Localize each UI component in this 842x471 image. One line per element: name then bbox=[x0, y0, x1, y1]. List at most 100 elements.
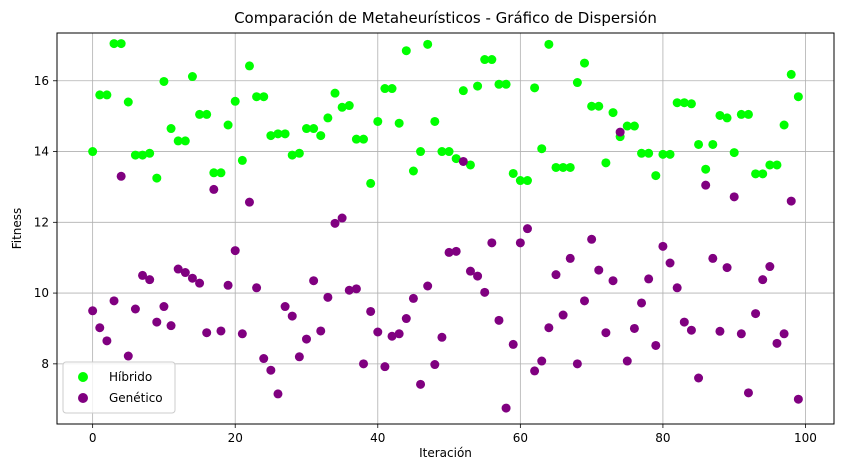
data-point-genetico bbox=[701, 180, 711, 190]
data-point-genetico bbox=[765, 262, 775, 272]
data-point-genetico bbox=[758, 275, 768, 285]
data-point-hibrido bbox=[123, 97, 133, 107]
data-point-hibrido bbox=[273, 129, 283, 139]
data-point-genetico bbox=[423, 281, 433, 291]
data-point-genetico bbox=[109, 296, 119, 306]
data-point-genetico bbox=[145, 275, 155, 285]
data-point-genetico bbox=[387, 331, 397, 341]
data-point-hibrido bbox=[252, 92, 262, 102]
data-point-hibrido bbox=[316, 131, 326, 141]
data-point-genetico bbox=[330, 218, 340, 228]
data-point-genetico bbox=[544, 323, 554, 333]
data-point-genetico bbox=[237, 329, 247, 339]
data-point-genetico bbox=[152, 317, 162, 327]
data-point-hibrido bbox=[601, 158, 611, 168]
data-point-genetico bbox=[280, 302, 290, 312]
data-point-hibrido bbox=[701, 164, 711, 174]
y-tick-label: 8 bbox=[41, 357, 49, 371]
data-point-genetico bbox=[565, 253, 575, 263]
data-point-hibrido bbox=[572, 78, 582, 88]
data-point-genetico bbox=[187, 273, 197, 283]
chart-title: Comparación de Metaheurísticos - Gráfico… bbox=[234, 9, 657, 27]
data-point-hibrido bbox=[637, 148, 647, 158]
data-point-hibrido bbox=[195, 109, 205, 119]
data-point-genetico bbox=[736, 329, 746, 339]
data-point-genetico bbox=[708, 253, 718, 263]
data-point-genetico bbox=[501, 403, 511, 413]
data-point-genetico bbox=[594, 265, 604, 275]
x-tick-label: 0 bbox=[89, 431, 97, 445]
data-point-hibrido bbox=[551, 162, 561, 172]
data-point-hibrido bbox=[694, 139, 704, 149]
data-point-hibrido bbox=[786, 69, 796, 79]
data-point-hibrido bbox=[458, 86, 468, 96]
data-point-genetico bbox=[779, 329, 789, 339]
data-point-hibrido bbox=[515, 176, 525, 186]
data-point-genetico bbox=[772, 338, 782, 348]
data-point-hibrido bbox=[665, 149, 675, 159]
data-point-hibrido bbox=[366, 178, 376, 188]
data-point-genetico bbox=[195, 278, 205, 288]
data-point-hibrido bbox=[508, 168, 518, 178]
data-point-hibrido bbox=[594, 101, 604, 111]
data-point-genetico bbox=[637, 298, 647, 308]
data-point-genetico bbox=[551, 270, 561, 280]
data-point-hibrido bbox=[758, 169, 768, 179]
legend: Híbrido Genético bbox=[62, 361, 176, 414]
data-point-hibrido bbox=[116, 39, 126, 49]
data-point-hibrido bbox=[359, 134, 369, 144]
data-point-genetico bbox=[180, 268, 190, 278]
y-axis-label: Fitness bbox=[10, 208, 24, 250]
data-point-hibrido bbox=[772, 160, 782, 170]
data-point-hibrido bbox=[423, 39, 433, 49]
data-point-hibrido bbox=[152, 173, 162, 183]
legend-label-genetico: Genético bbox=[109, 391, 163, 405]
data-point-hibrido bbox=[751, 169, 761, 179]
axis-ticks: 0 20 40 60 80 100 8 10 12 14 16 bbox=[34, 74, 817, 445]
data-point-hibrido bbox=[287, 150, 297, 160]
data-point-genetico bbox=[558, 310, 568, 320]
data-point-genetico bbox=[487, 238, 497, 248]
data-point-genetico bbox=[159, 302, 169, 312]
data-point-genetico bbox=[508, 339, 518, 349]
data-point-hibrido bbox=[779, 120, 789, 130]
data-point-genetico bbox=[230, 246, 240, 256]
data-point-hibrido bbox=[387, 84, 397, 94]
data-point-hibrido bbox=[465, 160, 475, 170]
data-point-hibrido bbox=[216, 168, 226, 178]
data-point-hibrido bbox=[223, 120, 233, 130]
data-point-hibrido bbox=[473, 81, 483, 91]
data-point-genetico bbox=[102, 336, 112, 346]
data-point-hibrido bbox=[729, 148, 739, 158]
data-point-genetico bbox=[473, 271, 483, 281]
data-point-genetico bbox=[416, 379, 426, 389]
data-point-hibrido bbox=[259, 92, 269, 102]
data-point-genetico bbox=[380, 362, 390, 372]
data-point-hibrido bbox=[330, 88, 340, 98]
data-point-hibrido bbox=[401, 46, 411, 56]
data-point-hibrido bbox=[301, 124, 311, 134]
y-tick-label: 12 bbox=[34, 215, 49, 229]
data-point-hibrido bbox=[180, 136, 190, 146]
data-point-hibrido bbox=[102, 90, 112, 100]
data-point-hibrido bbox=[765, 160, 775, 170]
data-point-hibrido bbox=[109, 39, 119, 49]
data-point-hibrido bbox=[416, 147, 426, 157]
data-point-hibrido bbox=[138, 150, 148, 160]
data-points bbox=[88, 39, 803, 413]
data-point-hibrido bbox=[494, 79, 504, 89]
data-point-hibrido bbox=[672, 98, 682, 108]
data-point-genetico bbox=[259, 354, 269, 364]
data-point-genetico bbox=[665, 258, 675, 268]
data-point-genetico bbox=[615, 127, 625, 137]
data-point-hibrido bbox=[558, 162, 568, 172]
data-point-genetico bbox=[793, 394, 803, 404]
data-point-genetico bbox=[572, 359, 582, 369]
data-point-genetico bbox=[116, 171, 126, 181]
data-point-genetico bbox=[373, 327, 383, 337]
data-point-genetico bbox=[408, 293, 418, 303]
data-point-genetico bbox=[694, 373, 704, 383]
data-point-genetico bbox=[202, 328, 212, 338]
data-point-genetico bbox=[273, 389, 283, 399]
